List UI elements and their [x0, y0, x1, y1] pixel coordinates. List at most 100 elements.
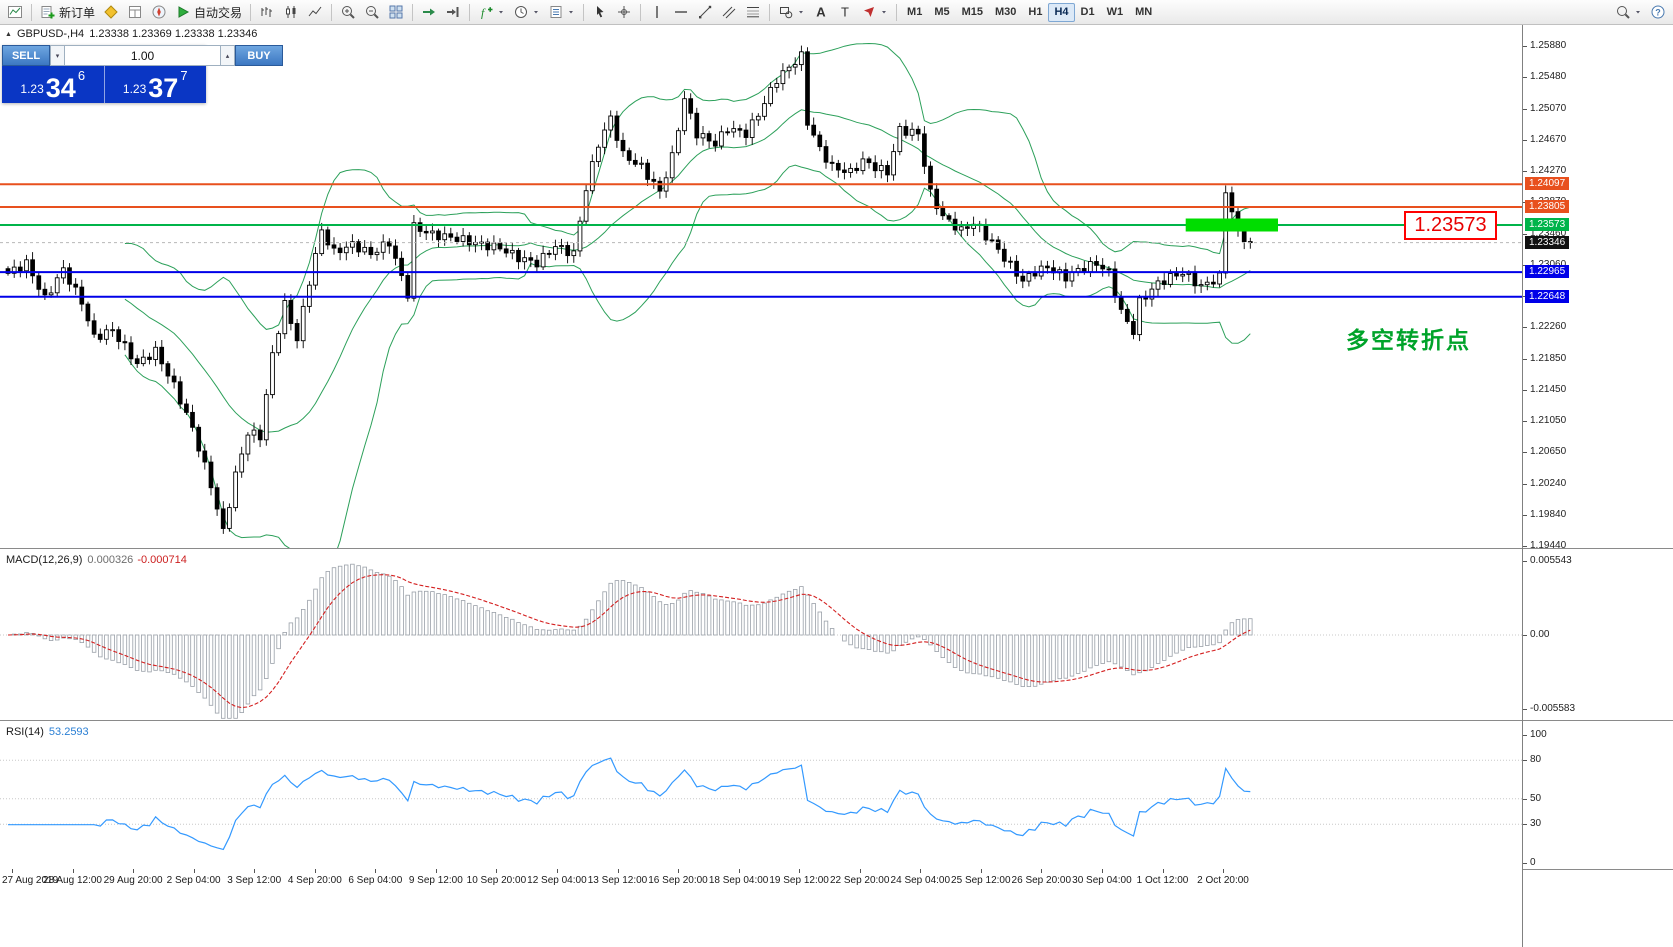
rsi-pane[interactable] [0, 722, 1522, 869]
axis-tick [1523, 233, 1527, 235]
pane-separator[interactable] [0, 548, 1673, 550]
axis-tick [1523, 358, 1527, 360]
timeframe-h1-button[interactable]: H1 [1022, 3, 1048, 22]
channel-button[interactable] [717, 2, 741, 23]
bar-chart-button[interactable] [255, 2, 279, 23]
sell-button[interactable]: SELL [2, 45, 50, 66]
auto-scroll-button[interactable] [417, 2, 441, 23]
tile-windows-button[interactable] [384, 2, 408, 23]
timeframe-h4-button[interactable]: H4 [1048, 2, 1075, 22]
time-tick [72, 869, 74, 873]
toolbar-right-groups: ? [1611, 2, 1670, 23]
axis-price-label: 1.25480 [1530, 71, 1567, 82]
axis-tick [1523, 108, 1527, 110]
axis-tick [1523, 545, 1527, 547]
tile-windows-icon [388, 4, 404, 20]
time-label: 1 Oct 12:00 [1136, 875, 1189, 886]
navigator-button[interactable] [147, 2, 171, 23]
time-tick [254, 869, 256, 873]
symbol-title: GBPUSD-,H4 [16, 28, 85, 40]
data-window-icon [127, 4, 143, 20]
market-watch-button[interactable] [99, 2, 123, 23]
time-label: 24 Sep 04:00 [890, 875, 951, 886]
axis-tick [1523, 798, 1527, 800]
timeframe-w1-button[interactable]: W1 [1101, 3, 1130, 22]
crosshair-button[interactable] [612, 2, 636, 23]
shapes-button[interactable] [774, 2, 809, 23]
timeframe-m1-button[interactable]: M1 [901, 3, 928, 22]
data-window-button[interactable] [123, 2, 147, 23]
caret-down-icon [497, 8, 505, 16]
zoom-out-button[interactable] [360, 2, 384, 23]
help-button[interactable]: ? [1646, 2, 1670, 23]
pane-separator[interactable] [0, 720, 1673, 722]
macd-pane[interactable] [0, 550, 1522, 720]
price-divider [103, 66, 105, 103]
fibonacci-button[interactable] [741, 2, 765, 23]
buy-button[interactable]: BUY [235, 45, 283, 66]
sell-price[interactable]: 1.23 34 6 [2, 66, 104, 103]
price-axis[interactable]: 1.25880 1.25480 1.25070 1.24670 1.24270 1.238… [1522, 25, 1673, 947]
axis-price-label: 0 [1530, 856, 1536, 868]
volume-up-button[interactable]: ▴ [220, 45, 235, 66]
axis-price-label: 0.005543 [1530, 555, 1572, 567]
zoom-in-button[interactable] [336, 2, 360, 23]
price-level-annotation[interactable]: 1.23573 [1404, 211, 1497, 240]
symbol-search-button[interactable] [1611, 2, 1646, 23]
chart-window-icon [7, 4, 23, 20]
axis-price-badge: 1.23805 [1525, 200, 1570, 213]
arrows-button[interactable] [857, 2, 892, 23]
timeframe-m15-button[interactable]: M15 [956, 3, 989, 22]
autotrade-button[interactable]: 自动交易 [171, 2, 246, 23]
chart-window-button[interactable] [3, 2, 27, 23]
time-axis[interactable]: 27 Aug 2019 28 Aug 12:00 29 Aug 20:00 2 Sep… [0, 869, 1522, 947]
line-chart-button[interactable] [303, 2, 327, 23]
candlestick-button[interactable] [279, 2, 303, 23]
axis-price-label: 1.23460 [1530, 227, 1567, 239]
time-label: 6 Sep 04:00 [348, 875, 403, 886]
axis-price-label: 1.19440 [1530, 539, 1567, 551]
templates-button[interactable] [544, 2, 579, 23]
indicators-button[interactable]: f [474, 2, 509, 23]
macd-main-value: 0.000326 [87, 554, 134, 566]
time-label: 25 Sep 12:00 [951, 875, 1011, 886]
axis-price-label: 1.21850 [1530, 352, 1567, 364]
new-order-button[interactable]: 新订单 [36, 2, 99, 23]
timeframe-m30-button[interactable]: M30 [989, 3, 1022, 22]
search-icon [1615, 4, 1631, 20]
buy-price-big: 37 [148, 73, 179, 103]
one-click-trading-panel: SELL ▾ ▴ BUY 1.23 34 6 1.23 37 7 [2, 45, 283, 103]
turning-point-note[interactable]: 多空转折点 [1346, 327, 1471, 353]
caret-down-icon [532, 8, 540, 16]
cursor-button[interactable] [588, 2, 612, 23]
axis-price-label: 50 [1530, 792, 1542, 804]
periods-button[interactable] [509, 2, 544, 23]
toolbar-left-groups: 新订单 自动交易 f A T M1 M5 M15 M30 H1 H4 D1 W1 MN [3, 2, 1158, 23]
time-tick [496, 869, 498, 873]
volume-input[interactable] [65, 45, 220, 66]
timeframe-m5-button[interactable]: M5 [928, 3, 955, 22]
timeframe-d1-button[interactable]: D1 [1075, 3, 1101, 22]
chart-shift-button[interactable] [441, 2, 465, 23]
axis-tick [1523, 561, 1527, 563]
axis-price-label: 80 [1530, 754, 1542, 766]
autotrade-button-label: 自动交易 [194, 5, 243, 20]
axis-tick [1523, 451, 1527, 453]
trendline-button[interactable] [693, 2, 717, 23]
volume-down-button[interactable]: ▾ [50, 45, 65, 66]
text-button[interactable]: A [809, 2, 833, 23]
axis-tick [1523, 760, 1527, 762]
axis-price-badge: 1.22648 [1525, 289, 1570, 303]
timeframe-mn-button[interactable]: MN [1129, 3, 1158, 22]
arrows-icon [861, 4, 877, 20]
time-label: 19 Sep 12:00 [769, 875, 829, 886]
main-price-pane[interactable] [0, 25, 1522, 548]
label-button[interactable]: T [833, 2, 857, 23]
horizontal-line-button[interactable] [669, 2, 693, 23]
vertical-line-button[interactable] [645, 2, 669, 23]
buy-price[interactable]: 1.23 37 7 [105, 66, 207, 103]
crosshair-icon [616, 4, 632, 20]
expand-arrow-icon[interactable]: ▲ [5, 30, 12, 38]
